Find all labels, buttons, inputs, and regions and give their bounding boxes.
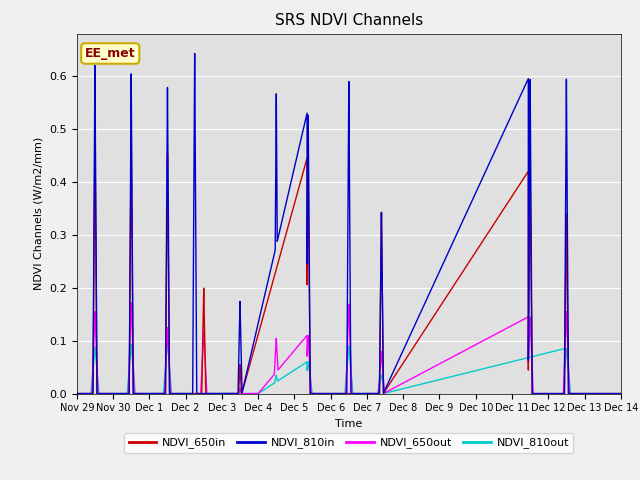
X-axis label: Time: Time bbox=[335, 419, 362, 429]
Title: SRS NDVI Channels: SRS NDVI Channels bbox=[275, 13, 423, 28]
Legend: NDVI_650in, NDVI_810in, NDVI_650out, NDVI_810out: NDVI_650in, NDVI_810in, NDVI_650out, NDV… bbox=[124, 433, 573, 453]
Text: EE_met: EE_met bbox=[85, 47, 136, 60]
Y-axis label: NDVI Channels (W/m2/mm): NDVI Channels (W/m2/mm) bbox=[34, 137, 44, 290]
